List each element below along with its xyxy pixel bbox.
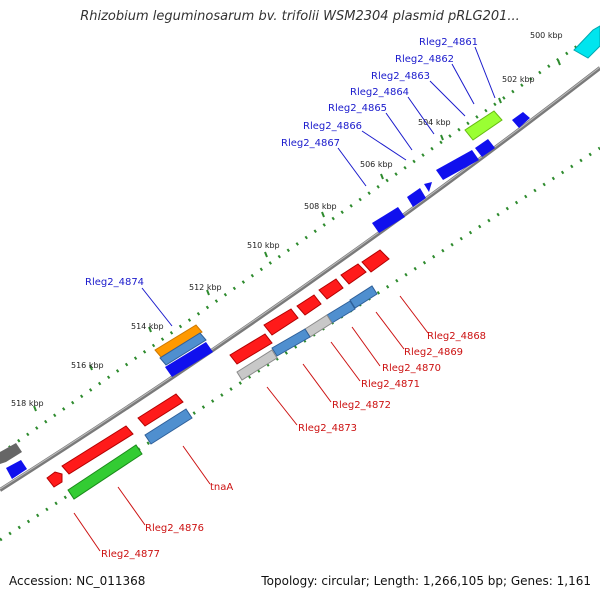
- gene-arrow-tnaa-steel[interactable]: [144, 408, 193, 445]
- gene-arrow-rleg2-4866[interactable]: [424, 182, 432, 192]
- gene-arrow-steel-2[interactable]: [326, 300, 356, 324]
- reverse-strand-genes: [46, 249, 390, 500]
- gene-arrow-rleg2-4872[interactable]: [263, 308, 299, 336]
- gene-label-rleg2-4868[interactable]: Rleg2_4868: [427, 331, 486, 342]
- kbp-label-500: 500 kbp: [530, 31, 563, 40]
- gene-label-rleg2-4866[interactable]: Rleg2_4866: [303, 121, 362, 132]
- gene-label-rleg2-4876[interactable]: Rleg2_4876: [145, 523, 204, 534]
- reverse-gene-labels: Rleg2_4868 Rleg2_4869 Rleg2_4870 Rleg2_4…: [101, 331, 486, 560]
- gene-arrow-steel-3[interactable]: [271, 328, 311, 357]
- gene-arrow-steel-1[interactable]: [349, 285, 378, 309]
- gene-arrow-unlabeled-a[interactable]: [372, 207, 405, 233]
- gene-label-rleg2-4872[interactable]: Rleg2_4872: [332, 400, 391, 411]
- gene-label-rleg2-4864[interactable]: Rleg2_4864: [350, 87, 409, 98]
- kbp-label-502: 502 kbp: [502, 75, 535, 84]
- reverse-leader-lines: [73, 295, 429, 552]
- gene-arrow-rleg2-4876-green[interactable]: [67, 444, 143, 500]
- kbp-label-518: 518 kbp: [11, 399, 44, 408]
- gene-label-rleg2-4867[interactable]: Rleg2_4867: [281, 138, 340, 149]
- gene-arrow-rleg2-4868[interactable]: [361, 249, 390, 273]
- gene-label-rleg2-4862[interactable]: Rleg2_4862: [395, 54, 454, 65]
- gene-label-rleg2-4871[interactable]: Rleg2_4871: [361, 379, 420, 390]
- gene-arrow-rleg2-4865[interactable]: [436, 150, 479, 180]
- gene-arrow-rleg2-4861[interactable]: [573, 25, 600, 59]
- kbp-label-508: 508 kbp: [304, 202, 337, 211]
- gene-arrow-rleg2-4862[interactable]: [464, 110, 503, 141]
- gene-arrow-rleg2-4869[interactable]: [340, 263, 367, 285]
- gene-arrow-unlabeled-b[interactable]: [165, 342, 213, 377]
- accession-label: Accession: NC_011368: [9, 574, 146, 588]
- gene-arrow-unlabeled-d[interactable]: [6, 460, 27, 479]
- major-ticks: [33, 59, 561, 412]
- outer-tick-track: [0, 28, 600, 456]
- gene-label-rleg2-4873[interactable]: Rleg2_4873: [298, 423, 357, 434]
- gene-label-rleg2-4865[interactable]: Rleg2_4865: [328, 103, 387, 114]
- kbp-label-510: 510 kbp: [247, 241, 280, 250]
- forward-strand-genes: [0, 25, 600, 479]
- gene-arrow-rleg2-4867[interactable]: [407, 188, 426, 207]
- topology-summary: Topology: circular; Length: 1,266,105 bp…: [261, 574, 591, 588]
- gene-arrow-rleg2-4864[interactable]: [475, 139, 495, 157]
- gene-label-rleg2-4874[interactable]: Rleg2_4874: [85, 277, 144, 288]
- gene-arrow-tnaa-red[interactable]: [137, 393, 184, 427]
- gene-arrow-rleg2-4876-red[interactable]: [61, 425, 134, 475]
- kbp-label-512: 512 kbp: [189, 283, 222, 292]
- gene-arrow-rleg2-4877[interactable]: [46, 471, 63, 488]
- gene-label-rleg2-4869[interactable]: Rleg2_4869: [404, 347, 463, 358]
- kbp-label-516: 516 kbp: [71, 361, 104, 370]
- forward-leader-lines: [141, 46, 496, 327]
- gene-label-tnaa[interactable]: tnaA: [210, 482, 233, 493]
- plasmid-backbone: [0, 66, 600, 492]
- gene-label-rleg2-4861[interactable]: Rleg2_4861: [419, 37, 478, 48]
- gene-arrow-rleg2-4863[interactable]: [512, 112, 530, 128]
- gene-arrow-rleg2-4874-orange[interactable]: [154, 324, 203, 358]
- kbp-label-504: 504 kbp: [418, 118, 451, 127]
- gene-label-rleg2-4870[interactable]: Rleg2_4870: [382, 363, 441, 374]
- gene-arrow-unlabeled-c[interactable]: [0, 443, 22, 464]
- gene-arrow-rleg2-4870[interactable]: [318, 278, 344, 300]
- gene-arrow-grey-2[interactable]: [236, 349, 278, 381]
- gene-arrow-grey-1[interactable]: [304, 314, 333, 338]
- gene-arrow-rleg2-4871[interactable]: [296, 294, 322, 316]
- gene-label-rleg2-4877[interactable]: Rleg2_4877: [101, 549, 160, 560]
- gene-arrow-rleg2-4874-steel[interactable]: [159, 332, 207, 366]
- gene-arrow-rleg2-4873[interactable]: [229, 333, 273, 365]
- gene-label-rleg2-4863[interactable]: Rleg2_4863: [371, 71, 430, 82]
- forward-gene-labels: Rleg2_4861 Rleg2_4862 Rleg2_4863 Rleg2_4…: [85, 37, 478, 288]
- map-title: Rhizobium leguminosarum bv. trifolii WSM…: [80, 9, 520, 24]
- kbp-label-514: 514 kbp: [131, 322, 164, 331]
- kbp-label-506: 506 kbp: [360, 160, 393, 169]
